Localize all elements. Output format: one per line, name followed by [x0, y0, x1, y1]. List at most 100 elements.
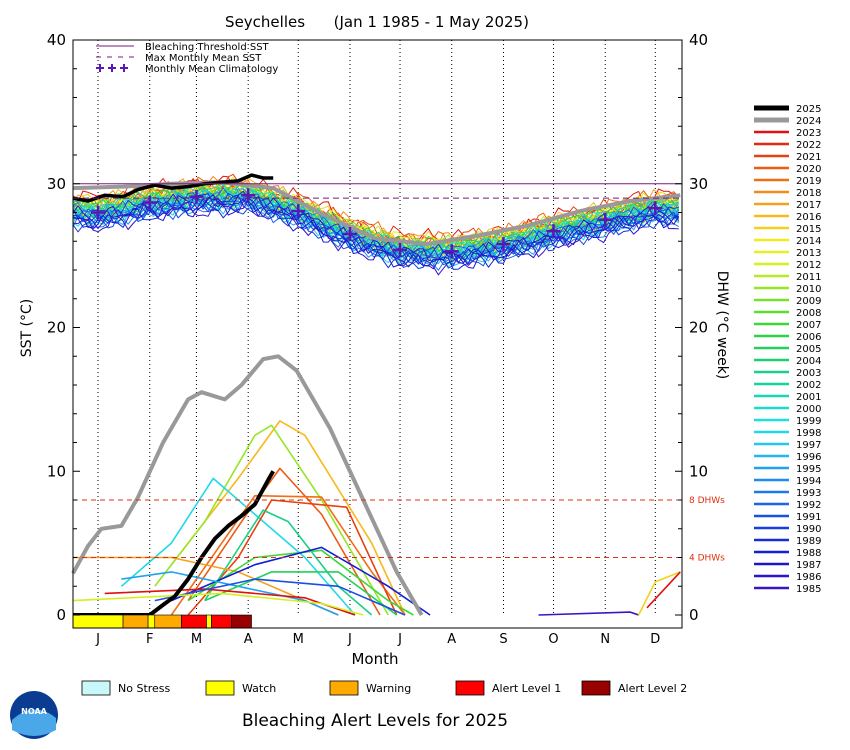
- alert-legend-label: Alert Level 2: [618, 682, 687, 695]
- alert-legend-entry: Warning: [329, 680, 411, 696]
- y-axis-label-right: DHW (°C week): [714, 271, 730, 380]
- year-legend-entry: 1994: [754, 476, 821, 487]
- alert-legend-swatch: [581, 680, 611, 696]
- year-legend-label: 2023: [796, 128, 821, 139]
- year-legend-label: 2022: [796, 140, 821, 151]
- sst-series-2025: [72, 173, 274, 203]
- sst-series-1985: [72, 196, 679, 276]
- dhw-series-1985: [538, 611, 639, 616]
- year-legend-label: 1998: [796, 428, 821, 439]
- dhw-series-1991: [154, 578, 406, 616]
- x-tick-label: J: [95, 632, 100, 647]
- year-legend-label: 2006: [796, 332, 821, 343]
- x-tick-label: J: [397, 632, 402, 647]
- y-tick-label-left: 20: [47, 319, 66, 337]
- year-legend-entry: 1991: [754, 512, 821, 523]
- year-legend-entry: 2002: [754, 380, 821, 391]
- sst-series-1988: [72, 193, 680, 270]
- top-legend-entry: Bleaching Threshold SST: [96, 42, 270, 53]
- dhw-series-1998: [120, 477, 356, 616]
- year-legend-entry: 2007: [754, 320, 821, 331]
- year-legend-entry: 2009: [754, 296, 821, 307]
- year-legend-entry: 2015: [754, 224, 821, 235]
- year-legend-label: 2012: [796, 260, 821, 271]
- year-legend-entry: 1985: [754, 584, 821, 595]
- climatology-marker: [189, 189, 204, 204]
- year-legend-label: 2005: [796, 344, 821, 355]
- year-legend-label: 1995: [796, 464, 821, 475]
- x-tick-label: A: [244, 632, 253, 647]
- alert-bar-segment: [181, 614, 207, 629]
- climatology-marker: [393, 242, 408, 257]
- year-legend-label: 1992: [796, 500, 821, 511]
- x-tick-label: D: [650, 632, 660, 647]
- year-legend-entry: 2001: [754, 392, 821, 403]
- climatology-marker: [342, 227, 357, 242]
- dhw-reference-label: 8 DHWs: [689, 496, 725, 506]
- year-legend-label: 1994: [796, 476, 821, 487]
- dhw-series-2020: [187, 467, 381, 616]
- year-legend-entry: 1987: [754, 560, 821, 571]
- alert-bar-segment: [154, 614, 182, 629]
- year-legend-entry: 1996: [754, 452, 821, 463]
- year-legend-label: 2019: [796, 176, 821, 187]
- top-legend-entry: Monthly Mean Climatology: [96, 64, 278, 75]
- year-legend-entry: 2005: [754, 344, 821, 355]
- x-tick-label: N: [600, 632, 610, 647]
- alert-legend-entry: Alert Level 2: [581, 680, 687, 696]
- year-legend-label: 2011: [796, 272, 821, 283]
- alert-bar-segment: [206, 614, 212, 629]
- y-tick-label-right: 0: [689, 606, 699, 624]
- year-legend-entry: 1997: [754, 440, 821, 451]
- climatology-marker: [142, 195, 157, 210]
- year-legend-entry: 2010: [754, 284, 821, 295]
- year-legend-entry: 2024: [754, 116, 821, 127]
- year-legend-label: 2016: [796, 212, 821, 223]
- year-legend-entry: 1988: [754, 548, 821, 559]
- year-legend-label: 2015: [796, 224, 821, 235]
- sst-series-1989: [72, 193, 679, 269]
- year-legend-label: 2014: [796, 236, 821, 247]
- noaa-logo: NOAA: [10, 691, 58, 739]
- year-legend-entry: 1989: [754, 536, 821, 547]
- dhw-series-2010: [154, 424, 389, 616]
- year-legend-label: 2004: [796, 356, 821, 367]
- year-legend-entry: 1993: [754, 488, 821, 499]
- year-legend-entry: 2012: [754, 260, 821, 271]
- y-tick-label-left: 40: [47, 31, 66, 49]
- alert-bar-segment: [231, 614, 252, 629]
- y-tick-label-right: 20: [689, 319, 708, 337]
- year-legend-entry: 2025: [754, 104, 821, 115]
- sst-series-1987: [72, 190, 679, 270]
- year-legend-label: 2013: [796, 248, 821, 259]
- year-legend-entry: 2018: [754, 188, 821, 199]
- alert-legend-swatch: [205, 680, 235, 696]
- alert-legend-label: Alert Level 1: [492, 682, 561, 695]
- alert-legend: No Stress Watch Warning Alert Level 1 Alert …: [81, 680, 687, 696]
- y-tick-label-right: 30: [689, 175, 708, 193]
- alert-legend-swatch: [81, 680, 111, 696]
- year-legend-label: 1996: [796, 452, 821, 463]
- year-legend-entry: 2011: [754, 272, 821, 283]
- plot-frame: [72, 39, 683, 629]
- year-legend-label: 1999: [796, 416, 821, 427]
- year-legend-label: 2018: [796, 188, 821, 199]
- year-legend-entry: 1992: [754, 500, 821, 511]
- alert-bar-segment: [211, 614, 232, 629]
- logo-text: NOAA: [21, 707, 47, 716]
- dhw-series-2024: [637, 571, 681, 616]
- year-legend-entry: 2020: [754, 164, 821, 175]
- year-legend-entry: 1990: [754, 524, 821, 535]
- x-tick-label: A: [447, 632, 456, 647]
- year-legend-entry: 2023: [754, 128, 821, 139]
- year-legend-label: 1989: [796, 536, 821, 547]
- dhw-series-2016: [170, 420, 406, 616]
- year-legend-entry: 2008: [754, 308, 821, 319]
- alert-legend-label: Warning: [366, 682, 411, 695]
- sst-series-1986: [72, 195, 680, 269]
- year-legend-entry: 2000: [754, 404, 821, 415]
- year-legend-label: 2009: [796, 296, 821, 307]
- year-legend-entry: 2003: [754, 368, 821, 379]
- year-legend-label: 2017: [796, 200, 821, 211]
